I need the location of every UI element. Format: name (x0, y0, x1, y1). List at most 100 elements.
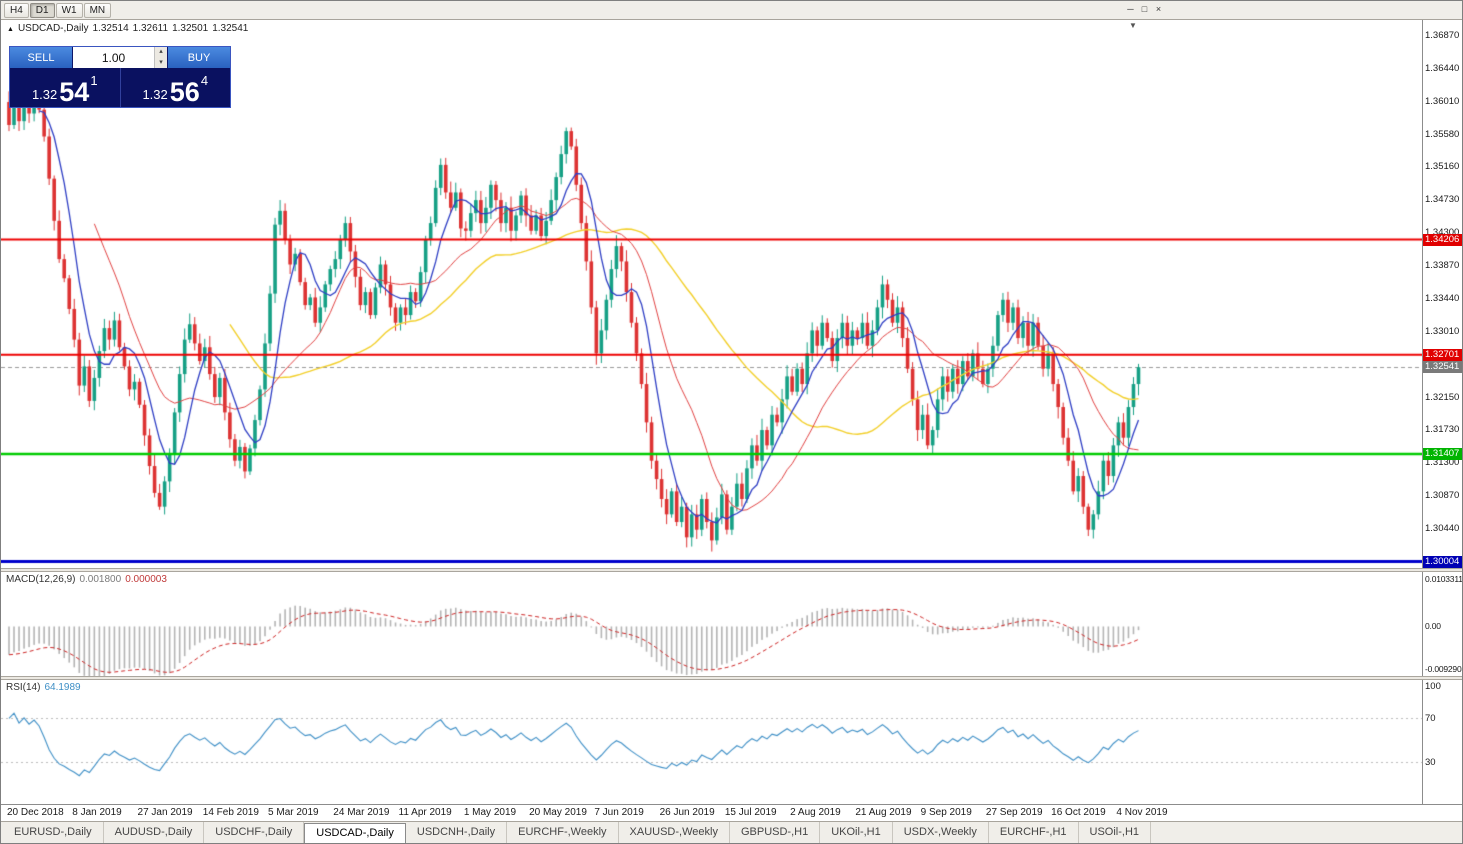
chart-area: ▲ USDCAD-,Daily 1.32514 1.32611 1.32501 1.325… (1, 20, 1462, 821)
rsi-axis-label: 30 (1425, 756, 1436, 768)
chart-tab-eurchf-h1[interactable]: EURCHF-,H1 (989, 822, 1079, 843)
ohlc-open: 1.32514 (92, 23, 129, 34)
date-axis-label: 24 Mar 2019 (333, 807, 390, 818)
buy-button[interactable]: BUY (168, 47, 230, 68)
price-axis-label: 1.30870 (1425, 490, 1460, 502)
rsi-panel: RSI(14) 64.1989 100 70 30 (1, 680, 1462, 804)
volume-spinner: ▴ ▾ (154, 47, 167, 68)
date-axis-label: 9 Sep 2019 (920, 807, 972, 818)
price-axis-label: 1.34730 (1425, 194, 1460, 206)
main-chart-panel: ▲ USDCAD-,Daily 1.32514 1.32611 1.32501 1.325… (1, 20, 1462, 568)
date-axis-label: 7 Jun 2019 (594, 807, 644, 818)
volume-down-button[interactable]: ▾ (155, 57, 167, 68)
date-axis-label: 8 Jan 2019 (72, 807, 122, 818)
macd-indicator-label: MACD(12,26,9) 0.001800 0.000003 (6, 574, 171, 585)
price-tag: 1.34206 (1423, 233, 1462, 246)
price-tag: 1.30004 (1423, 555, 1462, 568)
chart-tab-xauusd-weekly[interactable]: XAUUSD-,Weekly (619, 822, 730, 843)
buy-price-sup: 4 (200, 73, 209, 88)
date-axis-label: 16 Oct 2019 (1051, 807, 1106, 818)
rsi-axis-label: 100 (1425, 681, 1441, 692)
chart-tab-usdx-weekly[interactable]: USDX-,Weekly (893, 822, 989, 843)
main-chart-canvas[interactable] (1, 20, 1422, 568)
rsi-name: RSI(14) (6, 682, 41, 693)
price-axis-label: 1.33440 (1425, 293, 1460, 305)
chart-tabbar: EURUSD-,Daily AUDUSD-,Daily USDCHF-,Daily U… (1, 821, 1462, 843)
window-restore-button[interactable]: □ (1141, 4, 1148, 14)
date-axis-label: 14 Feb 2019 (202, 807, 259, 818)
chart-ohlc-header: ▲ USDCAD-,Daily 1.32514 1.32611 1.32501 1.325… (7, 23, 252, 34)
macd-axis[interactable]: 0.0103311 0.00 -0.0092903 (1422, 572, 1462, 676)
chart-tab-eurusd-daily[interactable]: EURUSD-,Daily (3, 822, 104, 843)
date-axis-label: 26 Jun 2019 (659, 807, 715, 818)
one-click-trading-panel: SELL 1.00 ▴ ▾ BUY 1.32 54 1 (9, 46, 231, 108)
rsi-canvas[interactable] (1, 680, 1422, 804)
timeframe-toolbar: H4 D1 W1 MN ─ □ × (1, 1, 1462, 20)
date-axis-label: 21 Aug 2019 (855, 807, 912, 818)
chart-tab-usdcad-daily[interactable]: USDCAD-,Daily (304, 823, 406, 843)
macd-value: 0.001800 (79, 574, 122, 585)
macd-signal-value: 0.000003 (125, 574, 167, 585)
chart-title: USDCAD-,Daily (17, 23, 89, 34)
buy-price-big: 56 (169, 77, 200, 108)
chart-tab-usdchf-daily[interactable]: USDCHF-,Daily (204, 822, 305, 843)
price-axis-label: 1.30440 (1425, 523, 1460, 535)
price-axis-label: 1.36440 (1425, 63, 1460, 75)
price-axis-label: 1.36010 (1425, 96, 1460, 108)
price-axis-label: 1.32150 (1425, 392, 1460, 404)
window-minimize-button[interactable]: ─ (1127, 4, 1134, 14)
price-tag: 1.32701 (1423, 348, 1462, 361)
rsi-axis-label: 70 (1425, 713, 1436, 725)
sell-price-big: 54 (59, 77, 90, 108)
chart-tab-eurchf-weekly[interactable]: EURCHF-,Weekly (507, 822, 619, 843)
volume-value[interactable]: 1.00 (101, 50, 126, 65)
macd-panel: MACD(12,26,9) 0.001800 0.000003 0.0103311 0… (1, 572, 1462, 676)
timeframe-button-mn[interactable]: MN (83, 2, 112, 18)
date-axis-label: 11 Apr 2019 (398, 807, 452, 818)
date-axis-label: 20 May 2019 (529, 807, 587, 818)
rsi-indicator-label: RSI(14) 64.1989 (6, 682, 85, 693)
window-close-button[interactable]: × (1155, 4, 1162, 14)
buy-price-prefix: 1.32 (142, 87, 168, 102)
price-axis-label: 1.33010 (1425, 326, 1460, 338)
price-axis-label: 1.36870 (1425, 30, 1460, 42)
rsi-axis[interactable]: 100 70 30 (1422, 680, 1462, 804)
window-controls: ─ □ × (1123, 3, 1165, 16)
date-axis-label: 20 Dec 2018 (7, 807, 64, 818)
macd-axis-min-label: -0.0092903 (1425, 664, 1462, 674)
sell-price-display[interactable]: 1.32 54 1 (10, 68, 121, 107)
panel-divider[interactable] (1, 568, 1462, 572)
date-axis-label: 27 Sep 2019 (985, 807, 1043, 818)
rsi-value: 64.1989 (44, 682, 81, 693)
one-click-collapse-icon[interactable]: ▲ (7, 26, 14, 33)
macd-name: MACD(12,26,9) (6, 574, 76, 585)
sell-button[interactable]: SELL (10, 47, 72, 68)
panel-divider[interactable] (1, 676, 1462, 680)
timeframe-button-w1[interactable]: W1 (55, 2, 83, 18)
macd-axis-zero-label: 0.00 (1425, 621, 1441, 632)
timeframe-button-d1[interactable]: D1 (29, 2, 55, 18)
volume-up-button[interactable]: ▴ (155, 47, 167, 58)
price-tag: 1.31407 (1423, 448, 1462, 461)
price-axis-label: 1.35160 (1425, 161, 1460, 173)
macd-canvas[interactable] (1, 572, 1422, 676)
date-axis-label: 5 Mar 2019 (268, 807, 319, 818)
chart-tab-usdcnh-daily[interactable]: USDCNH-,Daily (406, 822, 508, 843)
timeframe-button-group: H4 D1 W1 MN (4, 2, 112, 18)
macd-axis-max-label: 0.0103311 (1425, 574, 1462, 584)
buy-price-display[interactable]: 1.32 56 4 (121, 68, 231, 107)
date-axis-label: 4 Nov 2019 (1116, 807, 1168, 818)
date-axis[interactable]: 20 Dec 2018 8 Jan 2019 27 Jan 2019 14 Feb 2… (1, 804, 1462, 821)
chart-tab-audusd-daily[interactable]: AUDUSD-,Daily (104, 822, 205, 843)
chart-tab-gbpusd-h1[interactable]: GBPUSD-,H1 (730, 822, 821, 843)
chart-shift-marker-icon[interactable]: ▼ (1129, 21, 1137, 30)
timeframe-button-h4[interactable]: H4 (4, 2, 29, 18)
price-axis-label: 1.35580 (1425, 129, 1460, 141)
date-axis-label: 1 May 2019 (463, 807, 517, 818)
chart-tab-usoil-h1[interactable]: USOil-,H1 (1079, 822, 1152, 843)
volume-input[interactable]: 1.00 ▴ ▾ (72, 47, 168, 68)
price-axis-label: 1.34300 (1425, 227, 1459, 238)
chart-tab-ukoil-h1[interactable]: UKOil-,H1 (820, 822, 893, 843)
price-axis[interactable]: 1.36870 1.36440 1.36010 1.35580 1.35160 1.347… (1422, 20, 1462, 568)
